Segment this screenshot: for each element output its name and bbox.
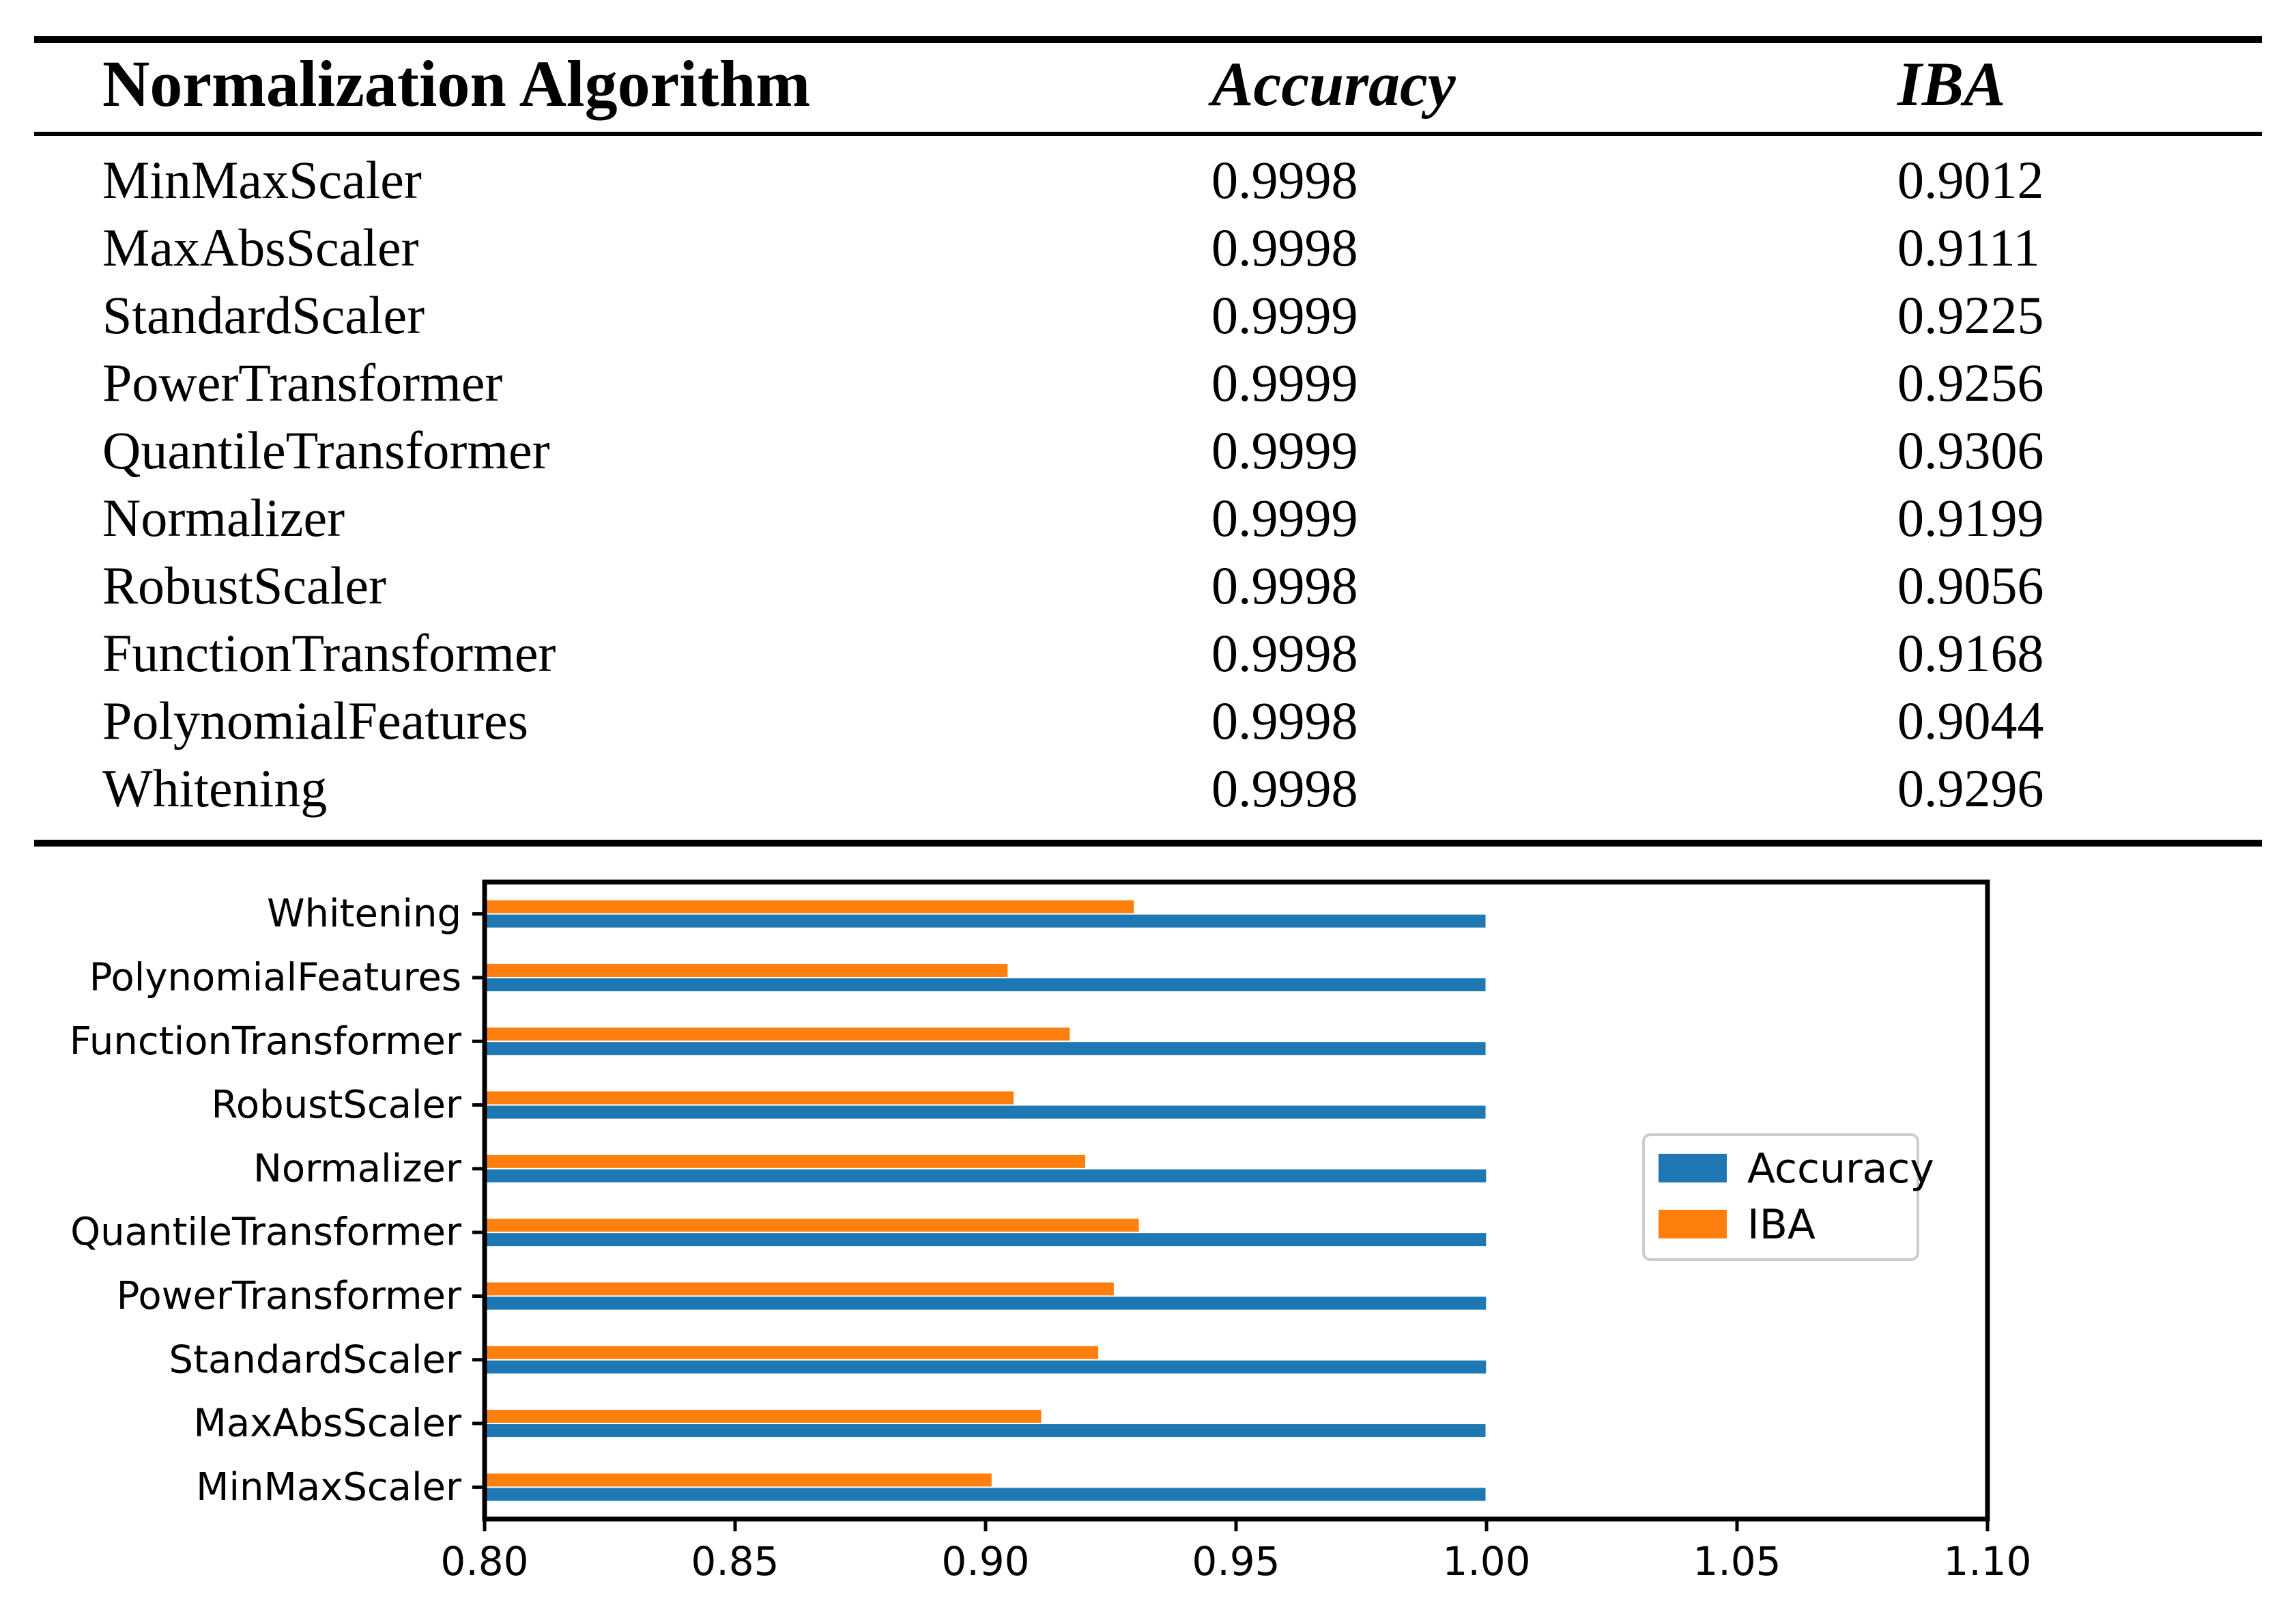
table-top-rule [34,36,2262,43]
accuracy-value: 0.9999 [1211,487,1358,548]
bar-accuracy-MinMaxScaler [485,1488,1486,1501]
y-tick-label-QuantileTransformer: QuantileTransformer [70,1210,462,1255]
legend-swatch-accuracy [1659,1154,1727,1182]
header-normalization-algorithm: Normalization Algorithm [102,47,811,120]
bar-accuracy-QuantileTransformer [485,1233,1487,1247]
table-row: Normalizer 0.9999 0.9199 [0,484,2296,552]
table-row: QuantileTransformer 0.9999 0.9306 [0,416,2296,484]
y-tick-label-MinMaxScaler: MinMaxScaler [196,1465,462,1509]
iba-value: 0.9225 [1897,285,2044,345]
y-tick-label-PolynomialFeatures: PolynomialFeatures [89,955,461,999]
table-row: FunctionTransformer 0.9998 0.9168 [0,619,2296,687]
legend-label-accuracy: Accuracy [1747,1145,1934,1193]
bar-accuracy-StandardScaler [485,1360,1487,1374]
accuracy-value: 0.9998 [1211,758,1358,818]
y-tick-label-FunctionTransformer: FunctionTransformer [70,1019,462,1064]
x-tick-label: 0.80 [440,1538,528,1585]
bar-iba-RobustScaler [485,1091,1014,1105]
bar-accuracy-Whitening [485,914,1486,928]
iba-value: 0.9296 [1897,758,2044,818]
accuracy-value: 0.9998 [1211,555,1358,615]
bar-accuracy-PolynomialFeatures [485,978,1486,991]
table-row: PolynomialFeatures 0.9998 0.9044 [0,687,2296,754]
algorithm-name: QuantileTransformer [102,420,550,480]
table-header-row: Normalization Algorithm Accuracy IBA [0,47,2296,120]
algorithm-name: Whitening [102,758,328,818]
x-tick-label: 0.95 [1192,1538,1280,1585]
bar-iba-MinMaxScaler [485,1473,992,1487]
x-tick-label: 1.00 [1442,1538,1530,1585]
algorithm-name: FunctionTransformer [102,623,556,683]
y-tick-label-MaxAbsScaler: MaxAbsScaler [194,1402,462,1446]
bar-iba-FunctionTransformer [485,1027,1070,1041]
bar-iba-PowerTransformer [485,1282,1114,1296]
algorithm-name: MinMaxScaler [102,150,422,210]
x-tick-label: 0.90 [941,1538,1029,1585]
iba-value: 0.9111 [1897,217,2040,277]
bar-iba-MaxAbsScaler [485,1410,1042,1423]
bar-iba-Whitening [485,900,1134,913]
table-mid-rule [34,132,2262,136]
table-row: Whitening 0.9998 0.9296 [0,754,2296,822]
accuracy-value: 0.9999 [1211,285,1358,345]
y-tick-label-RobustScaler: RobustScaler [211,1083,461,1127]
bar-accuracy-PowerTransformer [485,1296,1487,1310]
table-row: MinMaxScaler 0.9998 0.9012 [0,146,2296,214]
iba-value: 0.9012 [1897,150,2044,210]
bar-accuracy-Normalizer [485,1169,1487,1182]
table-row: MaxAbsScaler 0.9998 0.9111 [0,214,2296,281]
header-accuracy: Accuracy [1211,48,1456,119]
algorithm-name: StandardScaler [102,285,425,345]
algorithm-name: PowerTransformer [102,352,503,412]
x-tick-label: 1.05 [1693,1538,1781,1585]
bar-iba-QuantileTransformer [485,1219,1139,1232]
y-tick-label-Whitening: Whitening [267,892,461,936]
accuracy-value: 0.9998 [1211,217,1358,277]
x-tick-label: 1.10 [1943,1538,2031,1585]
accuracy-value: 0.9999 [1211,352,1358,412]
accuracy-value: 0.9998 [1211,150,1358,210]
iba-value: 0.9168 [1897,623,2044,683]
x-tick-label: 0.85 [691,1538,779,1585]
legend-swatch-iba [1659,1210,1727,1238]
iba-value: 0.9199 [1897,487,2044,548]
algorithm-name: MaxAbsScaler [102,217,419,277]
bar-accuracy-FunctionTransformer [485,1042,1486,1055]
table-row: StandardScaler 0.9999 0.9225 [0,281,2296,349]
table-row: PowerTransformer 0.9999 0.9256 [0,349,2296,416]
bar-accuracy-MaxAbsScaler [485,1424,1486,1438]
accuracy-value: 0.9998 [1211,623,1358,683]
algorithm-name: Normalizer [102,487,345,548]
accuracy-value: 0.9998 [1211,690,1358,750]
y-tick-label-PowerTransformer: PowerTransformer [117,1274,462,1318]
iba-value: 0.9256 [1897,352,2044,412]
bar-iba-Normalizer [485,1154,1086,1168]
algorithm-name: RobustScaler [102,555,386,615]
table-row: RobustScaler 0.9998 0.9056 [0,552,2296,619]
table-bottom-rule [34,840,2262,847]
legend-label-iba: IBA [1747,1201,1816,1249]
algorithm-name: PolynomialFeatures [102,690,528,750]
y-tick-label-StandardScaler: StandardScaler [169,1337,462,1382]
iba-value: 0.9056 [1897,555,2044,615]
bar-iba-PolynomialFeatures [485,963,1008,977]
bar-accuracy-RobustScaler [485,1105,1486,1119]
accuracy-value: 0.9999 [1211,420,1358,480]
iba-value: 0.9306 [1897,420,2044,480]
iba-value: 0.9044 [1897,690,2044,750]
y-tick-label-Normalizer: Normalizer [253,1146,462,1191]
bar-iba-StandardScaler [485,1346,1099,1359]
header-iba: IBA [1897,48,2006,119]
bar-chart: MinMaxScaler MaxAbsScaler StandardScaler Po… [70,879,2032,1585]
